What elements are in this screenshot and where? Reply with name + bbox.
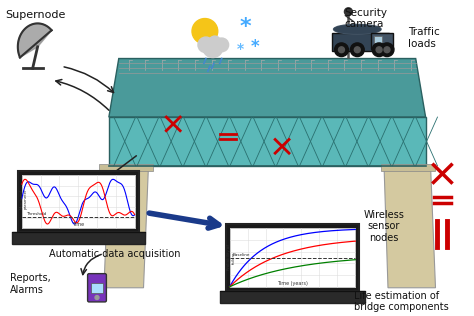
Text: Automatic data acquisition: Automatic data acquisition	[49, 249, 181, 259]
Circle shape	[345, 8, 352, 15]
Text: Supernode: Supernode	[5, 10, 65, 20]
Circle shape	[376, 47, 382, 53]
FancyBboxPatch shape	[229, 228, 356, 287]
Circle shape	[95, 295, 99, 300]
Circle shape	[350, 43, 364, 57]
FancyBboxPatch shape	[22, 175, 135, 228]
Polygon shape	[99, 164, 154, 171]
Circle shape	[203, 38, 223, 58]
FancyBboxPatch shape	[91, 283, 103, 293]
Circle shape	[338, 47, 345, 53]
Ellipse shape	[334, 24, 381, 34]
Text: Monitored
parameter: Monitored parameter	[19, 189, 28, 209]
Polygon shape	[109, 117, 426, 166]
Text: Life estimation of
bridge components: Life estimation of bridge components	[355, 291, 449, 312]
Circle shape	[209, 36, 221, 48]
FancyBboxPatch shape	[332, 33, 389, 51]
Ellipse shape	[335, 25, 380, 33]
Polygon shape	[18, 23, 52, 58]
Text: Security
camera: Security camera	[345, 8, 387, 29]
Text: Reports,
Alarms: Reports, Alarms	[10, 273, 51, 295]
FancyBboxPatch shape	[374, 36, 382, 43]
Circle shape	[198, 37, 214, 53]
Text: *: *	[251, 38, 260, 56]
FancyBboxPatch shape	[88, 274, 106, 302]
FancyBboxPatch shape	[18, 171, 138, 232]
FancyBboxPatch shape	[220, 291, 365, 303]
Circle shape	[372, 43, 386, 57]
Circle shape	[355, 47, 360, 53]
Circle shape	[384, 47, 390, 53]
Circle shape	[215, 38, 228, 52]
Text: Baseline: Baseline	[233, 253, 250, 257]
FancyBboxPatch shape	[371, 33, 393, 49]
Text: Probability of
failure: Probability of failure	[228, 245, 236, 270]
Polygon shape	[104, 166, 148, 288]
FancyBboxPatch shape	[12, 232, 145, 244]
Circle shape	[335, 43, 348, 57]
Text: Traffic
loads: Traffic loads	[408, 27, 439, 49]
Polygon shape	[381, 164, 436, 171]
Text: Time (years): Time (years)	[277, 281, 308, 286]
Text: *: *	[240, 17, 251, 37]
Circle shape	[380, 43, 394, 57]
Text: *: *	[237, 42, 244, 56]
Text: Threshold: Threshold	[26, 212, 46, 216]
Text: Wireless
sensor
nodes: Wireless sensor nodes	[364, 210, 404, 243]
FancyBboxPatch shape	[226, 224, 359, 291]
Circle shape	[192, 19, 218, 44]
Polygon shape	[109, 58, 426, 117]
Text: Time: Time	[72, 222, 84, 227]
Polygon shape	[384, 166, 436, 288]
